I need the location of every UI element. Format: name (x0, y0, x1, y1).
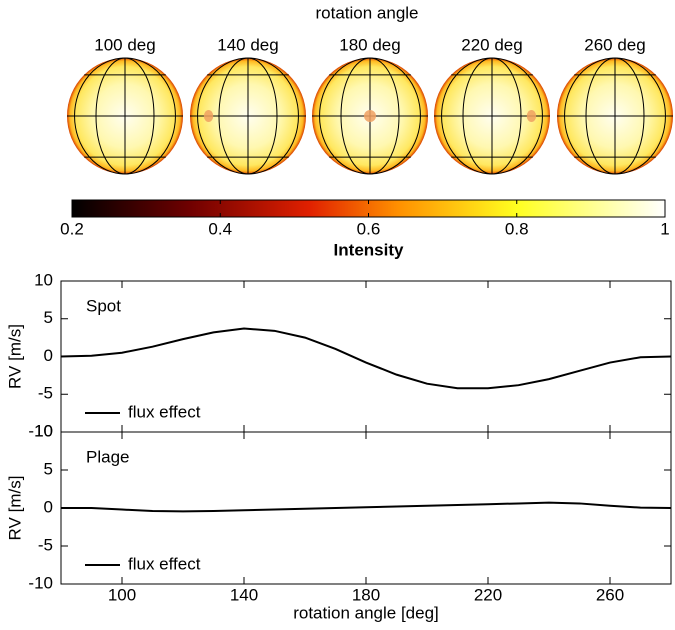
x-tick-label: 100 (108, 585, 136, 604)
y-tick-label: 10 (34, 421, 53, 440)
colorbar-tick-label: 0.6 (357, 219, 381, 238)
panel-annotation: Plage (86, 447, 129, 466)
colorbar-tick-label: 1 (660, 219, 669, 238)
y-axis-label: RV [m/s] (5, 324, 24, 389)
y-tick-label: 0 (44, 346, 53, 365)
disk-grid (441, 57, 543, 175)
disk-grid (564, 57, 666, 175)
y-tick-label: -5 (38, 384, 53, 403)
data-line (60, 327, 672, 390)
disk-grid (319, 57, 421, 175)
spot (526, 110, 537, 122)
y-tick-label: -5 (38, 535, 53, 554)
y-tick-label: -10 (28, 421, 53, 440)
x-tick-label: 140 (230, 585, 258, 604)
disk-label: 140 deg (217, 35, 278, 54)
panel-annotation: Spot (86, 296, 121, 315)
x-tick-label: 180 (352, 585, 380, 604)
legend-label: flux effect (128, 402, 201, 421)
colorbar-label: Intensity (334, 240, 404, 259)
y-tick-label: -10 (28, 573, 53, 592)
colorbar-tick-label: 0.4 (208, 219, 232, 238)
x-tick-label: 220 (474, 585, 502, 604)
spot (203, 110, 214, 122)
title: rotation angle (315, 3, 418, 22)
spot (364, 110, 376, 122)
disk-label: 180 deg (339, 35, 400, 54)
y-tick-label: 5 (44, 459, 53, 478)
disk-label: 100 deg (94, 35, 155, 54)
disk-label: 260 deg (584, 35, 645, 54)
y-axis-label: RV [m/s] (5, 476, 24, 541)
disk-grid (197, 57, 299, 175)
x-tick-label: 260 (596, 585, 624, 604)
data-line (61, 501, 672, 513)
x-axis-label: rotation angle [deg] (293, 603, 439, 622)
colorbar-tick-label: 0.8 (505, 219, 529, 238)
disk-grid (74, 57, 176, 175)
y-tick-label: 10 (34, 270, 53, 289)
legend-label: flux effect (128, 554, 201, 573)
y-tick-label: 0 (44, 497, 53, 516)
colorbar-tick-label: 0.2 (60, 219, 84, 238)
disk-label: 220 deg (461, 35, 522, 54)
y-tick-label: 5 (44, 308, 53, 327)
